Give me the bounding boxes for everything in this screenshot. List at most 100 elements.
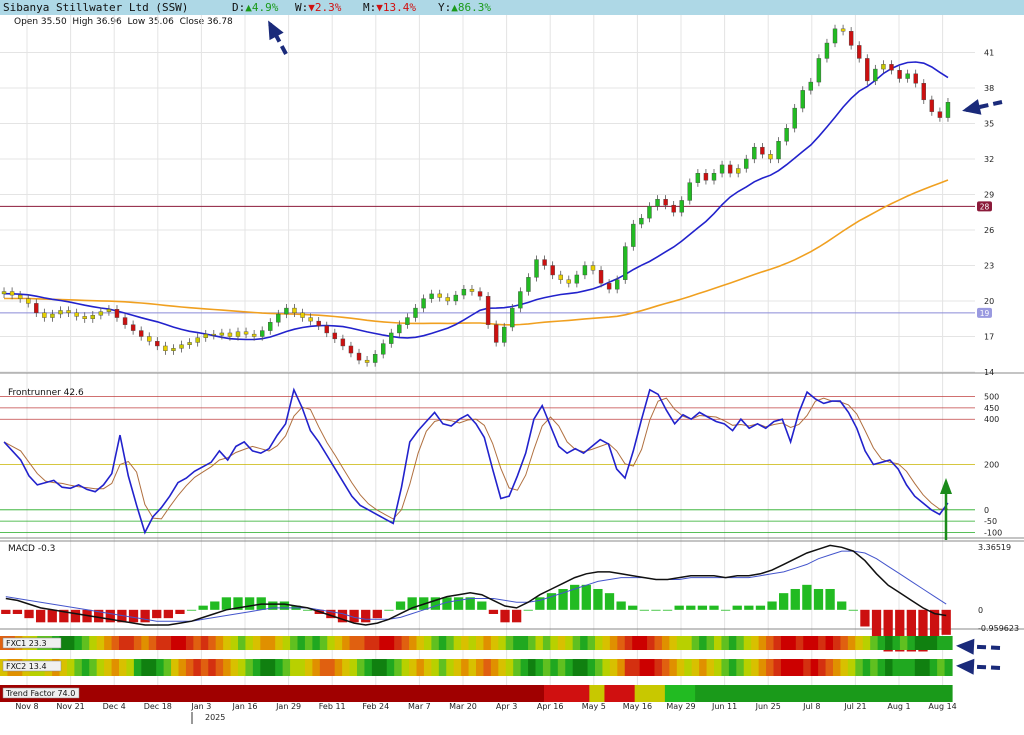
candle-body <box>598 270 604 284</box>
fxc1-cell <box>44 636 53 650</box>
fxc1-cell <box>178 636 187 650</box>
fxc2-cell <box>89 659 98 676</box>
fxc2-cell <box>401 659 410 676</box>
candle-body <box>421 298 426 309</box>
fxc1-cell <box>96 636 105 650</box>
x-tick-label: Jan 3 <box>190 702 211 711</box>
x-tick-label: Apr 16 <box>537 702 564 711</box>
x-tick-label: Aug 14 <box>928 702 956 711</box>
macd-line <box>5 544 947 626</box>
x-tick-label: Mar 20 <box>449 702 477 711</box>
x-tick-label: Dec 4 <box>103 702 126 711</box>
fxc2-cell <box>252 659 261 676</box>
candle-body <box>9 291 15 296</box>
fxc1-cell <box>795 636 804 650</box>
fxc1-cell <box>431 636 440 650</box>
candle-body <box>623 246 628 280</box>
fxc2-cell <box>788 659 797 676</box>
fxc1-cell <box>52 636 61 650</box>
macd-title: MACD -0.3 <box>8 544 55 554</box>
candle-body <box>130 324 136 331</box>
fxc1-cell <box>661 636 670 650</box>
macd-histogram-bar <box>813 588 824 610</box>
macd-histogram-bar <box>314 609 324 614</box>
fxc1-cell <box>319 636 328 650</box>
candle-body <box>50 313 55 318</box>
fxc2-cell <box>386 659 395 676</box>
macd-histogram-bar <box>720 609 731 611</box>
fxc1-cell <box>706 636 715 650</box>
macd-histogram-bar <box>755 605 766 610</box>
macd-histogram-bar <box>453 597 464 610</box>
fxc2-cell <box>394 659 403 676</box>
fxc1-cell <box>267 636 276 650</box>
fxc2-cell <box>505 659 514 676</box>
fxc2-cell <box>66 659 75 676</box>
candle-body <box>768 154 773 160</box>
fxc2-cell <box>944 659 953 676</box>
macd-histogram-bar <box>24 609 34 619</box>
macd-panel: 3.36519 0 -0.959623 <box>0 540 1024 652</box>
fxc1-cell <box>877 636 886 650</box>
fxc2-cell <box>156 659 165 676</box>
macd-histogram-bar <box>395 601 406 610</box>
macd-histogram-bar <box>500 609 510 623</box>
fxc1-cell <box>483 636 492 650</box>
fxc2-cell <box>74 659 83 676</box>
candle-body <box>744 158 749 169</box>
candle-body <box>195 337 200 343</box>
candle-body <box>171 348 176 351</box>
candle-body <box>17 294 23 299</box>
candle-body <box>187 342 192 345</box>
fxc1-cell <box>922 636 931 650</box>
macd-histogram-bar <box>198 605 208 610</box>
candle-body <box>324 325 329 334</box>
candle-body <box>752 146 757 160</box>
fxc1-cell <box>788 636 797 650</box>
macd-histogram-bar <box>1 609 11 614</box>
fxc1-cell <box>565 636 574 650</box>
x-tick-label: Nov 8 <box>15 702 38 711</box>
fxc1-cell <box>386 636 395 650</box>
x-tick-label: Mar 7 <box>408 702 431 711</box>
macd-signal-line <box>5 550 947 622</box>
price-ytick-label: 20 <box>984 297 994 306</box>
fxc1-cell <box>223 636 232 650</box>
price-hline-badge-0 <box>977 201 992 212</box>
fxc2-cell <box>751 659 760 676</box>
fxc1-cell <box>899 636 908 650</box>
fxc1-cell <box>654 636 663 650</box>
fxc2-cell <box>847 659 856 676</box>
fxc1-cell <box>379 636 388 650</box>
candle-body <box>510 307 515 328</box>
candle-body <box>122 317 128 325</box>
fxc1-cell <box>171 636 180 650</box>
yearly-change: Y:▲86.3% <box>438 1 491 14</box>
fxc2-cell <box>267 659 276 676</box>
fxc1-cell <box>885 636 894 650</box>
fxc2-cell <box>535 659 544 676</box>
candle-body <box>332 332 338 340</box>
fxc1-cell <box>914 636 923 650</box>
macd-histogram-bar <box>523 609 533 611</box>
price-ytick-label: 41 <box>984 49 994 58</box>
candle-body <box>518 291 523 309</box>
candle-body <box>929 99 935 112</box>
candle-body <box>493 324 499 343</box>
macd-histogram-bar <box>860 609 870 627</box>
fxc1-cell <box>542 636 551 650</box>
fxc2-cell <box>818 659 827 676</box>
daily-change: D:▲4.9% <box>232 1 279 14</box>
fxc1-cell <box>133 636 142 650</box>
macd-histogram-bar <box>477 601 487 610</box>
fxc1-cell <box>609 636 618 650</box>
macd-histogram-bar <box>117 609 127 623</box>
fxc2-cell <box>349 659 358 676</box>
fxc2-cell <box>632 659 641 676</box>
heatmap-label: Trend Factor 74.0 <box>5 689 75 698</box>
candle-body <box>711 172 717 181</box>
fxc2-cell <box>468 659 477 676</box>
fxc2-cell <box>304 659 313 676</box>
fxc2-cell <box>37 659 46 676</box>
candle-body <box>727 164 733 174</box>
